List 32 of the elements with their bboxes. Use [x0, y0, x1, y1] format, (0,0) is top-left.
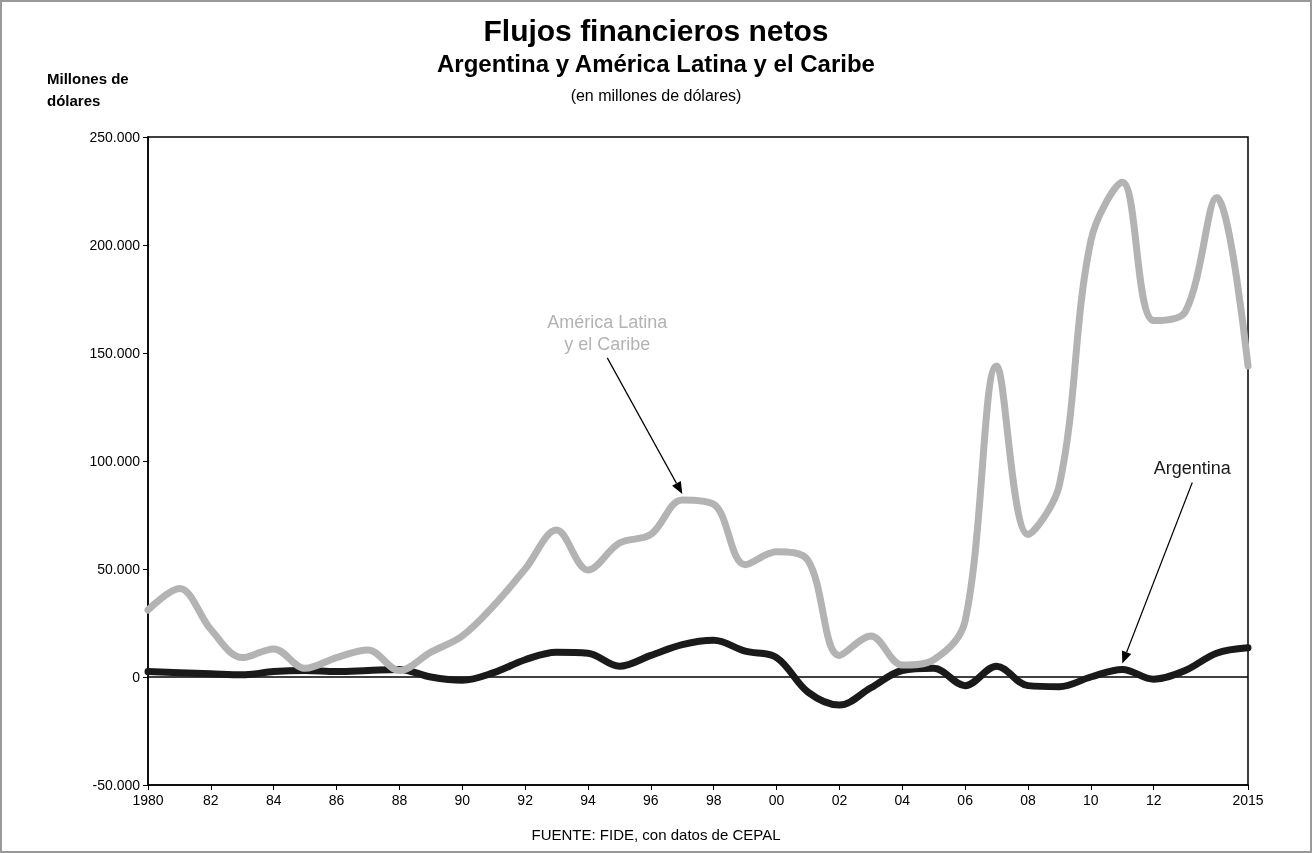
x-tick-label: 94	[580, 792, 596, 808]
x-tick-label: 12	[1145, 792, 1162, 808]
y-tick-label: 50.000	[97, 561, 141, 577]
x-tick-label: 04	[894, 792, 911, 808]
y-tick-label: 0	[132, 669, 141, 685]
x-tick-label: 02	[831, 792, 848, 808]
chart-subtitle: Argentina y América Latina y el Caribe	[437, 49, 875, 77]
x-tick-label: 1980	[132, 792, 164, 808]
x-tick-label: 08	[1020, 792, 1036, 808]
text: Argentina	[1153, 458, 1232, 479]
x-tick-label: 84	[265, 792, 282, 808]
x-tick-label: 06	[957, 792, 974, 808]
x-tick-label: 88	[391, 792, 408, 808]
y-tick-label: -50.000	[92, 777, 141, 793]
x-tick-label: 96	[643, 792, 659, 808]
x-tick-label: 2015	[1232, 792, 1264, 808]
y-axis-title: Millones de dólares	[47, 69, 133, 109]
y-tick-label: 200.000	[89, 237, 141, 253]
text: América Latina y el Caribe	[547, 311, 669, 354]
x-tick-label: 90	[454, 792, 471, 808]
x-tick-label: 82	[203, 792, 219, 808]
chart-title: Flujos financieros netos	[483, 13, 829, 47]
text: (en millones de dólares)	[570, 86, 742, 104]
x-tick-label: 98	[705, 792, 722, 808]
source-note: FUENTE: FIDE, con datos de CEPAL	[531, 826, 781, 843]
y-tick-label: 150.000	[89, 345, 141, 361]
x-tick-label: 92	[517, 792, 534, 808]
y-tick-label: 250.000	[89, 129, 141, 145]
x-tick-label: 86	[328, 792, 345, 808]
x-tick-label: 00	[768, 792, 785, 808]
x-tick-label: 10	[1083, 792, 1099, 808]
y-tick-label: 100.000	[89, 453, 141, 469]
